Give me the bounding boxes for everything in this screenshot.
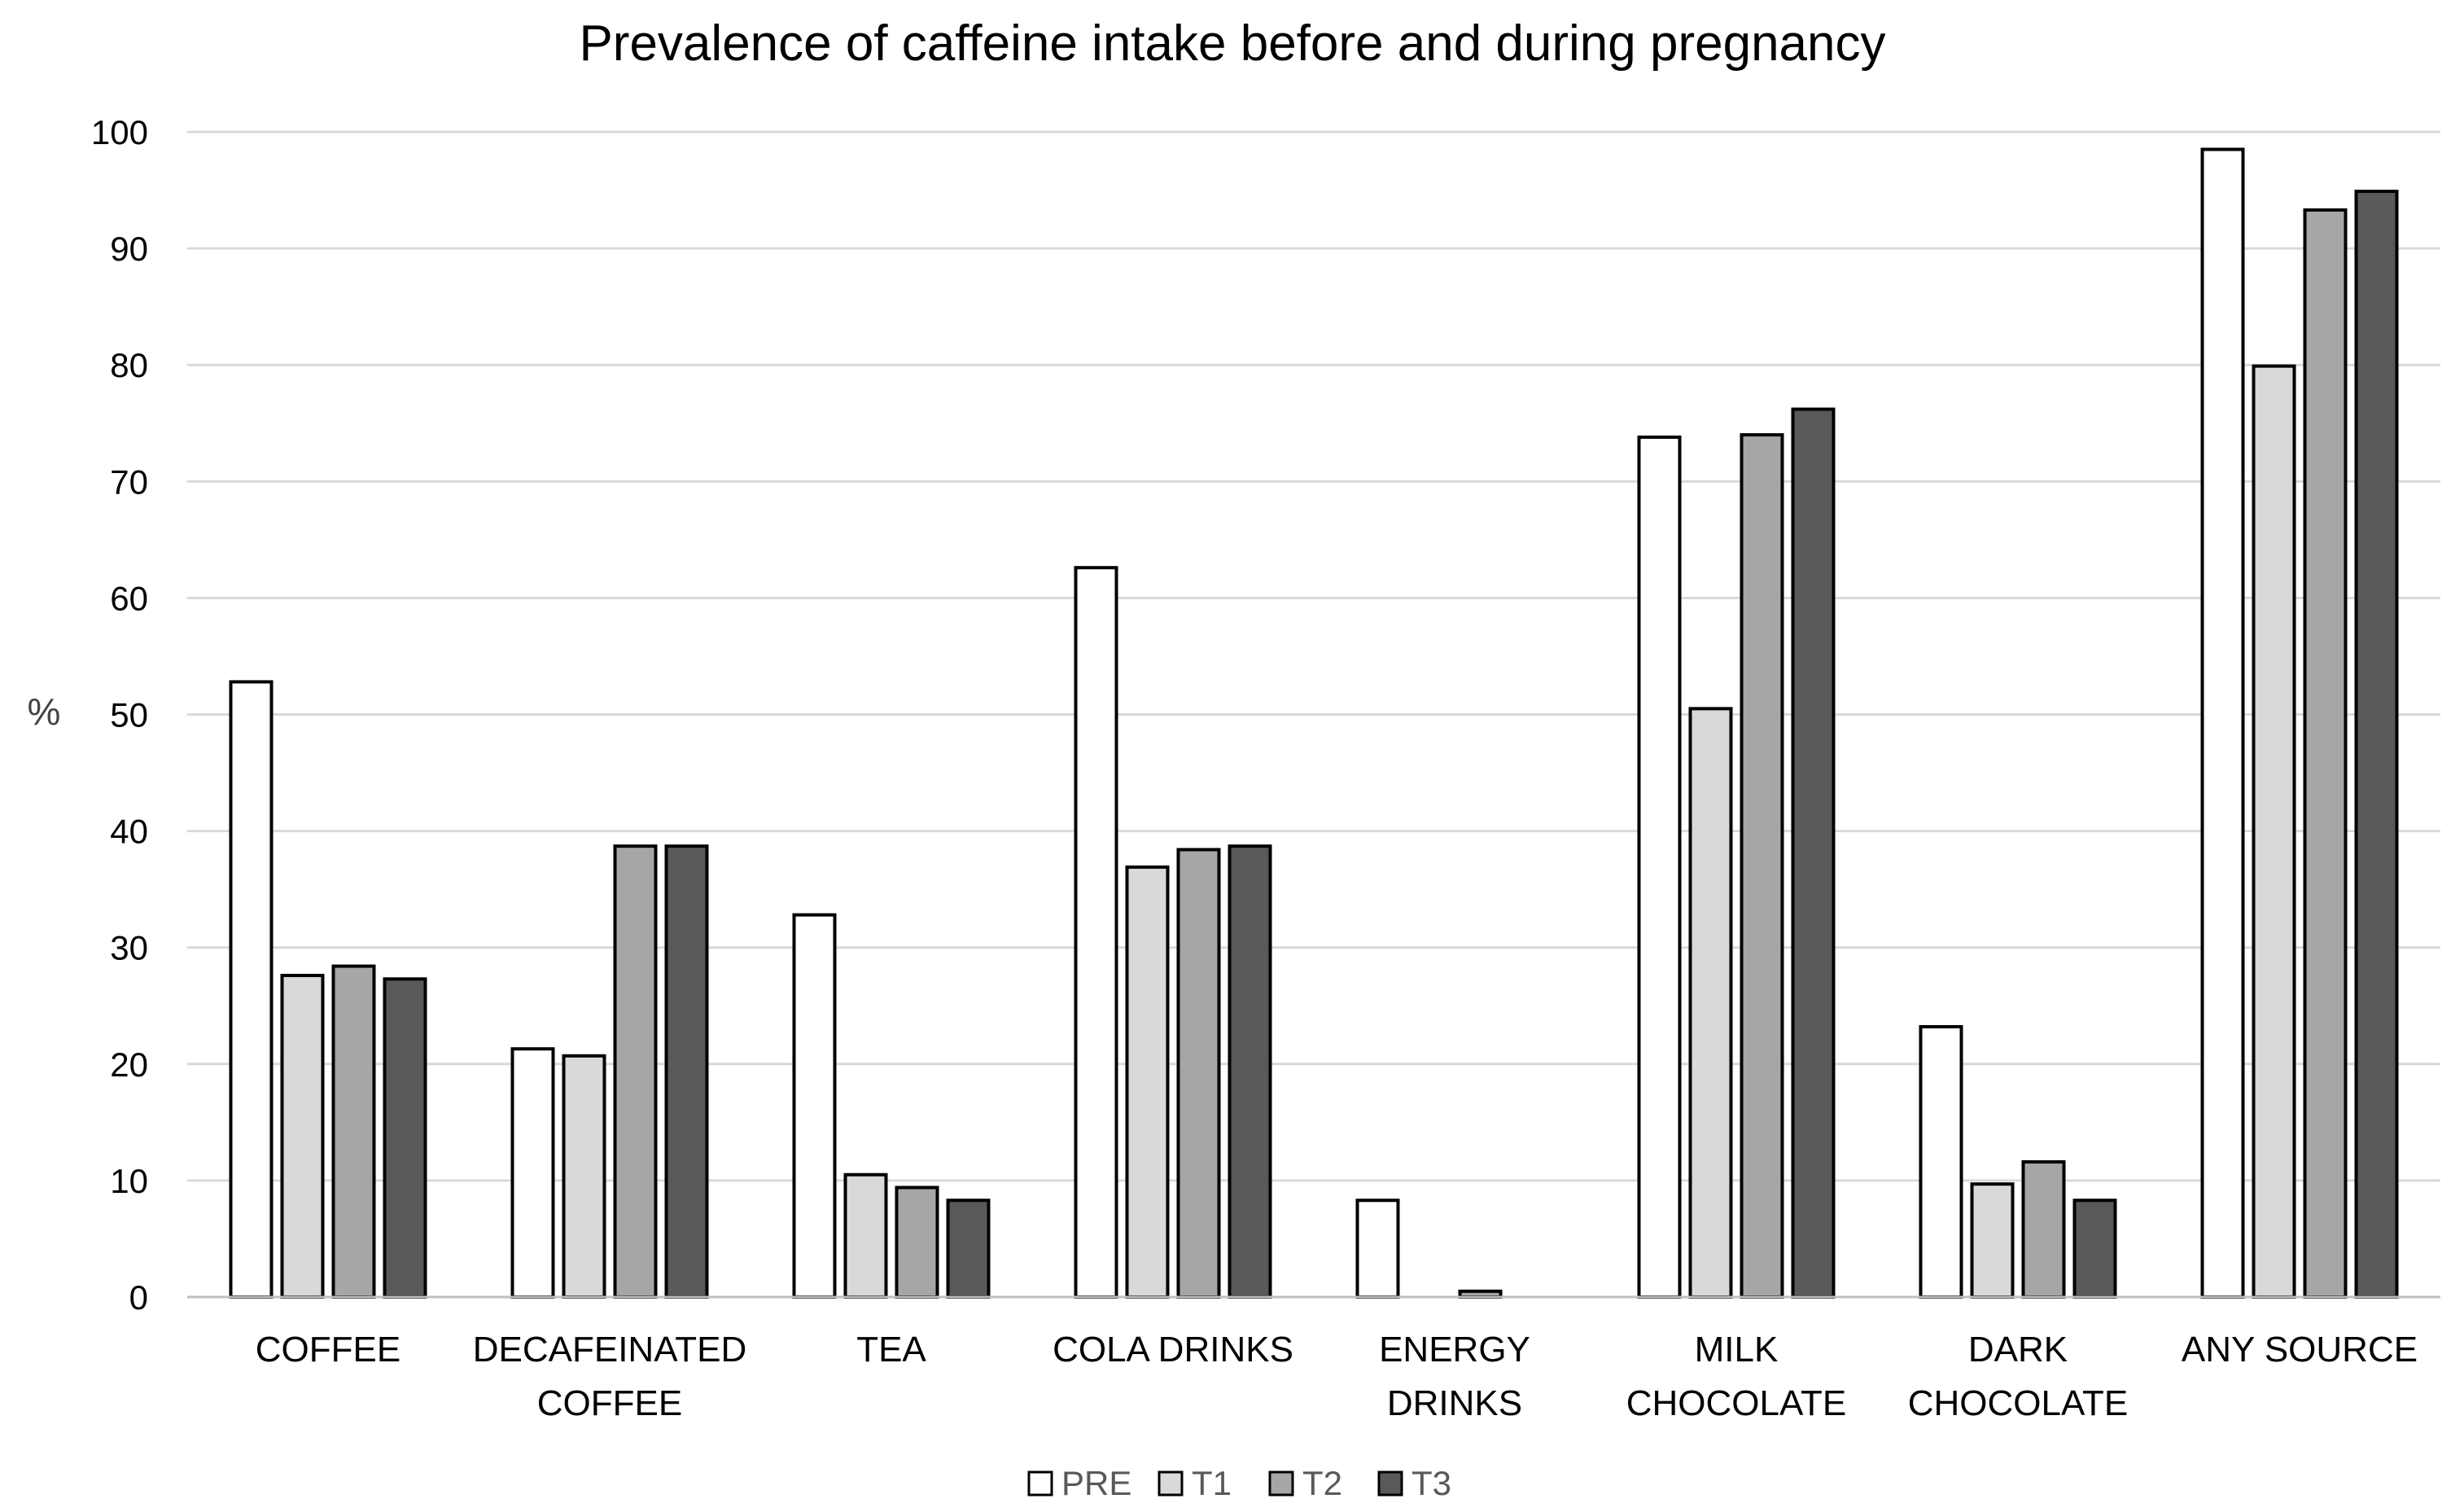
bar-t3 (383, 977, 427, 1299)
bar-t1 (1970, 1182, 2015, 1299)
x-tick-label: COLA DRINKS (1053, 1330, 1293, 1370)
x-tick-label: DARK CHOCOLATE (1908, 1330, 2129, 1423)
bars (229, 147, 2399, 1299)
y-tick-label: 70 (110, 462, 148, 501)
bar-t3 (664, 844, 709, 1299)
bar-pre (1355, 1199, 1400, 1299)
bar-pre (1637, 435, 1682, 1299)
legend-swatch-t3 (1377, 1470, 1403, 1497)
bar-t3 (1228, 844, 1272, 1299)
y-tick-label: 50 (110, 696, 148, 734)
bar-t2 (331, 964, 376, 1299)
y-tick-label: 100 (91, 113, 148, 151)
y-tick-label: 60 (110, 579, 148, 617)
legend-swatch-t2 (1268, 1470, 1294, 1497)
bar-t1 (280, 974, 325, 1299)
bar-t2 (2021, 1160, 2066, 1299)
bar-t1 (843, 1172, 888, 1299)
bar-t1 (2252, 364, 2296, 1299)
y-tick-label: 30 (110, 929, 148, 967)
bar-pre (510, 1047, 555, 1299)
x-axis-ticks: COFFEE DECAFEINATED COFFEE TEA COLA DRINKS EN… (256, 1330, 2418, 1423)
chart-title: Prevalence of caffeine intake before and… (579, 15, 1885, 72)
y-tick-label: 90 (110, 230, 148, 268)
bar-pre (1074, 566, 1118, 1299)
bar-t1 (562, 1054, 606, 1299)
bar-t3 (946, 1199, 991, 1299)
y-tick-label: 10 (110, 1162, 148, 1200)
bar-t2 (613, 844, 658, 1299)
legend: PRE T1 T2 T3 (1027, 1464, 1451, 1502)
bar-t2 (1176, 848, 1221, 1299)
bar-t2 (2303, 208, 2348, 1299)
y-tick-label: 20 (110, 1045, 148, 1084)
legend-swatch-pre (1027, 1470, 1053, 1497)
bar-t2 (1740, 433, 1784, 1299)
bar-t1 (1125, 865, 1170, 1299)
bar-t2 (895, 1185, 939, 1299)
y-tick-label: 80 (110, 346, 148, 384)
x-tick-label: ANY SOURCE (2182, 1330, 2418, 1370)
y-axis-label: % (28, 690, 61, 733)
legend-label-pre: PRE (1061, 1464, 1131, 1502)
bar-pre (229, 680, 274, 1299)
bar-pre (2200, 147, 2245, 1299)
bar-pre (1919, 1025, 1963, 1299)
bar-t1 (1688, 707, 1733, 1299)
bar-t3 (2354, 189, 2399, 1299)
bar-t3 (1791, 407, 1836, 1299)
legend-label-t2: T2 (1302, 1464, 1342, 1502)
legend-label-t1: T1 (1192, 1464, 1232, 1502)
gridlines (187, 130, 2440, 1182)
x-tick-label: ENERGY DRINKS (1379, 1330, 1530, 1423)
x-tick-label: MILK CHOCOLATE (1626, 1330, 1847, 1423)
y-tick-label: 0 (129, 1278, 148, 1317)
y-axis-ticks: 0 10 20 30 40 50 60 70 80 90 100 (91, 113, 148, 1317)
bar-pre (792, 913, 837, 1299)
legend-label-t3: T3 (1411, 1464, 1451, 1502)
x-tick-label: COFFEE (256, 1330, 400, 1370)
bar-t3 (2072, 1199, 2117, 1299)
x-tick-label: TEA (856, 1330, 926, 1370)
x-tick-label: DECAFEINATED COFFEE (473, 1330, 747, 1423)
y-tick-label: 40 (110, 813, 148, 851)
legend-swatch-t1 (1158, 1470, 1184, 1497)
